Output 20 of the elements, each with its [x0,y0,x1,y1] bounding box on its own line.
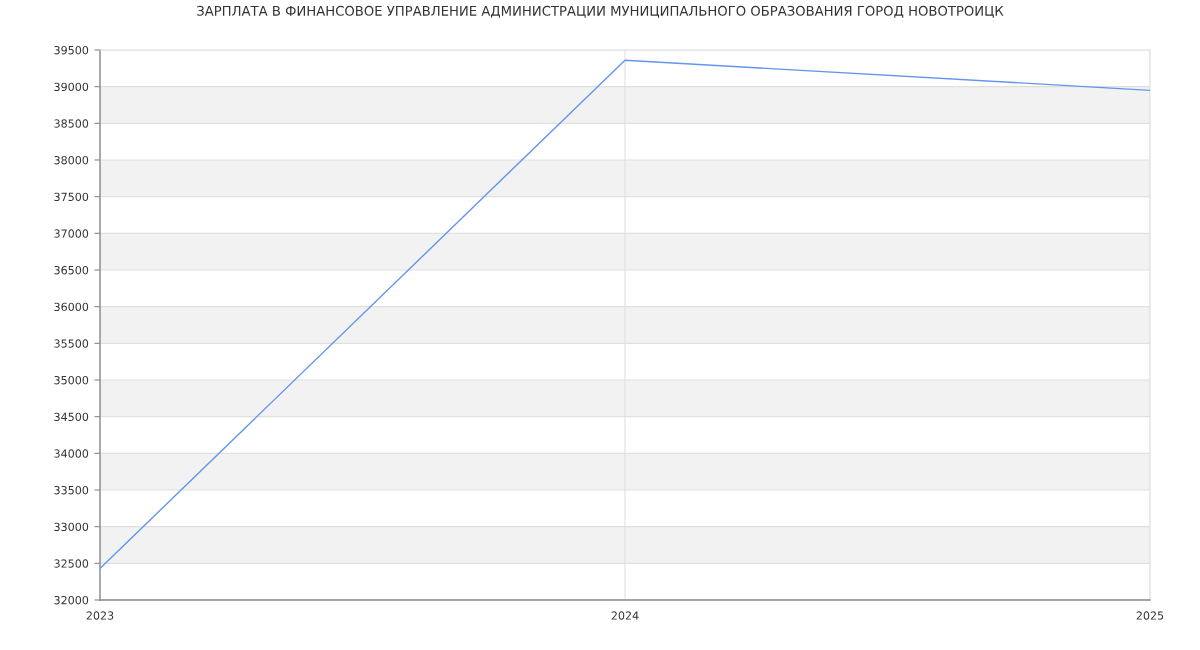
chart-title: ЗАРПЛАТА В ФИНАНСОВОЕ УПРАВЛЕНИЕ АДМИНИСТРАЦИИ МУНИЦИПАЛЬНОГО ОБРАЗОВАНИЯ ГОРОД НОВОТРОИЦК [197,5,1004,18]
y-tick-label: 36500 [54,265,89,275]
y-tick-label: 38500 [54,119,89,128]
y-tick-label: 35500 [54,339,89,348]
y-tick-label: 34500 [54,412,89,422]
y-tick-label: 37000 [54,229,89,238]
y-tick-label: 32500 [54,559,89,568]
y-tick-label: 39000 [54,82,89,92]
y-tick-label: 34000 [54,449,89,458]
y-tick-label: 33000 [54,522,89,532]
y-tick-label: 32000 [54,595,89,605]
x-tick-label: 2024 [611,611,639,620]
y-tick-label: 33500 [54,485,89,495]
y-tick-label: 35000 [54,375,89,385]
y-tick-label: 38000 [54,155,89,165]
y-tick-label: 39500 [54,45,89,55]
x-tick-label: 2023 [86,611,114,620]
y-tick-label: 37500 [54,192,89,202]
y-tick-label: 36000 [54,302,89,312]
x-tick-label: 2025 [1136,611,1164,620]
